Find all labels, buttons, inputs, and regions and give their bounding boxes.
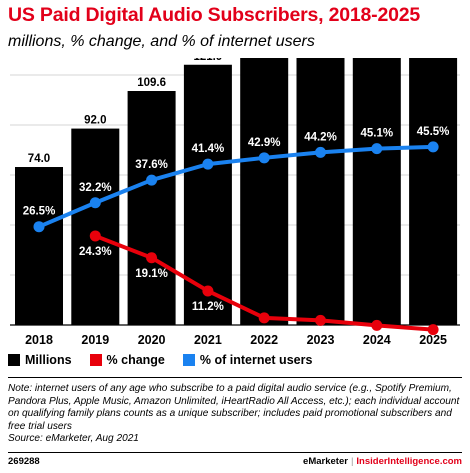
internet-users-label-2020: 37.6% <box>135 159 168 171</box>
change-point-2023 <box>315 314 326 326</box>
chart-note: Note: internet users of any age who subs… <box>8 383 464 446</box>
bar-2023 <box>296 58 345 325</box>
internet-users-point-2021 <box>202 158 214 170</box>
legend-item-change: % change <box>89 353 165 367</box>
bar-2019 <box>71 128 120 325</box>
change-point-2020 <box>146 252 158 264</box>
line-value-labels: 26.5% 32.2% 37.6% 41.4% 42.9% 44.2% 45.1% 45.5%… <box>23 126 450 348</box>
bar-label-2019: 92.0 <box>84 115 106 127</box>
legend-swatch-internet-users <box>182 354 195 366</box>
legend-swatch-change <box>89 354 102 366</box>
internet-users-label-2024: 45.1% <box>360 128 393 140</box>
note-text: Note: internet users of any age who subs… <box>8 383 460 432</box>
x-tick-2018: 2018 <box>25 333 53 347</box>
internet-users-line <box>37 144 436 229</box>
internet-users-label-2023: 44.2% <box>304 131 337 143</box>
bar-2022 <box>240 58 289 325</box>
x-tick-2021: 2021 <box>194 333 222 347</box>
chart-id: 269288 <box>8 456 40 467</box>
footer-separator: | <box>350 456 354 467</box>
internet-users-label-2019: 32.2% <box>79 182 112 194</box>
change-point-2024 <box>371 319 383 331</box>
chart-subtitle: millions, % change, and % of internet us… <box>8 33 315 50</box>
internet-users-label-2022: 42.9% <box>248 137 281 149</box>
legend-item-internet-users: % of internet users <box>182 353 313 367</box>
change-label-2021: 11.2% <box>192 301 224 313</box>
legend-label-change: % change <box>106 353 165 367</box>
internet-users-point-2019 <box>89 197 101 209</box>
x-tick-2023: 2023 <box>307 333 335 347</box>
change-label-2025: 2.0% <box>420 340 446 348</box>
internet-users-label-2018: 26.5% <box>23 206 56 218</box>
bar-2024 <box>352 58 401 325</box>
x-axis-ticks: 2018 2019 2020 2021 2022 2023 2024 2025 <box>25 333 447 347</box>
change-label-2022: 4.8% <box>251 328 277 340</box>
bar-label-2021: 121.9 <box>194 58 223 63</box>
internet-users-label-2025: 45.5% <box>417 126 450 138</box>
bars <box>15 58 458 325</box>
internet-users-point-2020 <box>146 174 158 186</box>
change-point-2019 <box>89 230 101 242</box>
change-label-2024: 3.0% <box>364 335 390 347</box>
change-label-2020: 19.1% <box>135 268 168 280</box>
x-tick-2019: 2019 <box>81 333 109 347</box>
chart-title: US Paid Digital Audio Subscribers, 2018-… <box>8 4 421 26</box>
note-divider <box>8 377 462 378</box>
legend-label-millions: Millions <box>25 353 72 367</box>
internet-users-point-2024 <box>371 143 383 155</box>
legend-label-internet-users: % of internet users <box>199 353 313 367</box>
legend-swatch-millions <box>8 354 20 366</box>
internet-users-point-2025 <box>427 141 439 153</box>
bar-2018 <box>15 167 63 325</box>
footer-divider <box>8 452 462 453</box>
internet-users-point-2018 <box>33 221 45 233</box>
legend-item-millions: Millions <box>8 353 72 367</box>
bar-2025 <box>409 58 458 325</box>
change-label-2019: 24.3% <box>79 246 112 258</box>
internet-users-point-2022 <box>258 152 270 164</box>
footer-credit: eMarketer | InsiderIntelligence.com <box>303 456 462 467</box>
change-point-2021 <box>202 285 214 297</box>
footer: 269288 eMarketer | InsiderIntelligence.com <box>8 455 462 469</box>
bar-label-2020: 109.6 <box>137 77 166 89</box>
x-tick-2020: 2020 <box>138 333 166 347</box>
x-tick-2022: 2022 <box>250 333 278 347</box>
chart-legend: Millions % change % of internet users <box>8 351 330 369</box>
brand-insider-intelligence[interactable]: InsiderIntelligence.com <box>356 456 462 467</box>
change-point-2022 <box>258 312 270 324</box>
change-point-2025 <box>427 324 439 336</box>
x-tick-2025: 2025 <box>419 333 447 347</box>
source-text: Source: eMarketer, Aug 2021 <box>8 433 139 445</box>
bar-label-2018: 74.0 <box>28 153 50 165</box>
change-label-2023: 4.2% <box>307 330 333 342</box>
internet-users-label-2021: 41.4% <box>192 143 225 155</box>
x-tick-2024: 2024 <box>363 333 391 347</box>
bar-2020 <box>127 91 176 325</box>
internet-users-point-2023 <box>315 146 326 158</box>
brand-emarketer[interactable]: eMarketer <box>303 456 348 467</box>
lines <box>33 141 439 336</box>
